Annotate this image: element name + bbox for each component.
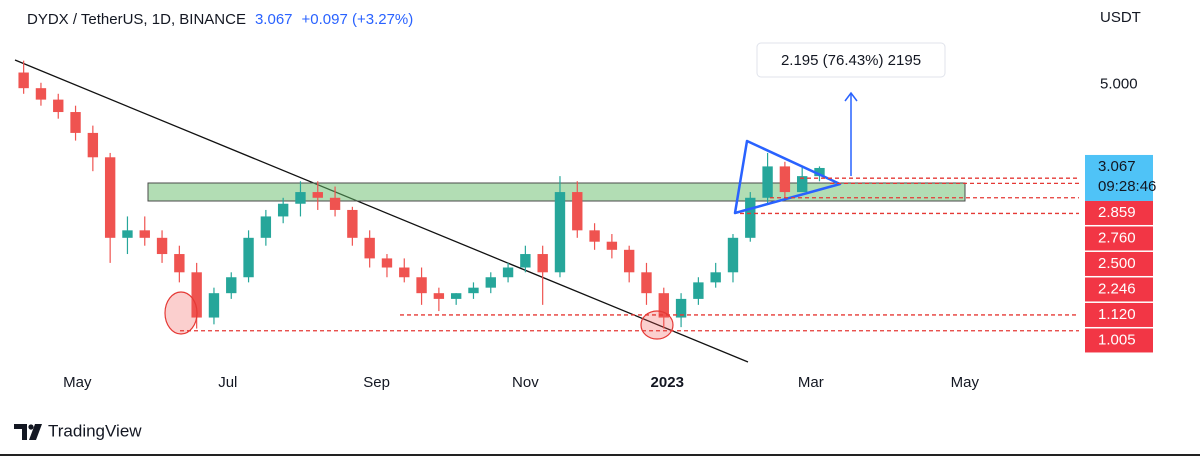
candle-body [295,192,306,204]
candle-body [312,192,323,198]
candle-body [104,157,116,238]
level-label: 2.760 [1098,229,1136,246]
annotation-box [756,42,946,78]
candle-body [433,293,445,299]
candle-body [18,72,29,89]
candle-body [658,293,669,318]
last-price: 3.067 [255,11,293,28]
candle-body [243,237,254,278]
candle-body [226,277,237,294]
candle-body [139,230,150,238]
triangle [733,139,842,215]
candle-body [693,282,704,299]
price-change: +0.097 (+3.27%) [302,11,414,28]
level-label: 1.005 [1098,331,1136,348]
candle-body [710,272,721,283]
candle-body [174,254,185,273]
candle-body [485,277,496,288]
candle-body [416,277,427,294]
candle-body [675,298,687,318]
x-tick-label: May [63,374,92,391]
candle-body [814,167,825,177]
candle-body [156,237,168,255]
candle-body [191,272,202,318]
level-box [1085,328,1153,353]
candles [18,60,825,329]
x-tick-label: Mar [798,374,824,391]
logo-part [28,424,34,430]
candle-body [122,230,133,238]
candle-body [589,230,600,242]
level-label: 2.859 [1098,204,1136,221]
candle-body [606,241,618,250]
highlight-circle [640,310,674,340]
candle-body [381,258,393,268]
level-label: 2.246 [1098,280,1136,297]
last-price-box [1085,154,1153,201]
candle-body [502,267,514,278]
candle-body [745,197,756,238]
x-tick-label: 2023 [651,374,684,391]
candle-body [53,99,64,113]
drawings [14,59,966,363]
candle-body [208,293,220,318]
candle-body [520,254,531,268]
candle-body [364,237,375,259]
candle-body [329,197,341,210]
overlay: 2.195 (76.43%) 2195 [164,42,1079,340]
x-tick-label: Jul [218,374,237,391]
candle-body [623,249,635,273]
x-tick-label: Nov [512,374,539,391]
candle-body [796,176,808,193]
unit-label: USDT [1100,9,1141,26]
candle-body [450,293,462,299]
level-label: 1.120 [1098,306,1136,323]
candle-body [468,287,479,294]
level-box [1085,302,1153,327]
logo-part [14,424,27,440]
level-box [1085,226,1153,251]
level-box [1085,277,1153,302]
candle-body [554,192,566,273]
candle-body [260,216,272,238]
candle-body [572,192,583,231]
candle-body [762,166,773,198]
candle-body [537,254,548,273]
chart-title: DYDX / TetherUS, 1D, BINANCE [27,11,246,28]
annotation: 2.195 (76.43%) 2195 [781,52,921,69]
last-price-label: 3.067 [1098,158,1136,175]
candle-body [70,112,81,133]
arrow-head [844,91,858,102]
candle-body [727,237,739,273]
candle-body [347,209,358,238]
candle-body [641,272,652,294]
x-tick-label: Sep [363,374,390,391]
candle-body [277,203,289,217]
brand-name: TradingView [48,421,142,440]
candle-body [399,267,410,278]
countdown: 09:28:46 [1098,178,1156,195]
highlight-circle [164,291,198,335]
candle-body [87,132,99,158]
trend-line [14,59,749,363]
level-box [1085,200,1153,225]
candle-body [35,88,47,100]
y-tick-label: 5.000 [1100,76,1138,93]
x-tick-label: May [951,374,980,391]
level-box [1085,251,1153,276]
logo-part [29,424,42,440]
brand-logo [14,424,42,440]
level-label: 2.500 [1098,255,1136,272]
candle-body [779,166,791,193]
